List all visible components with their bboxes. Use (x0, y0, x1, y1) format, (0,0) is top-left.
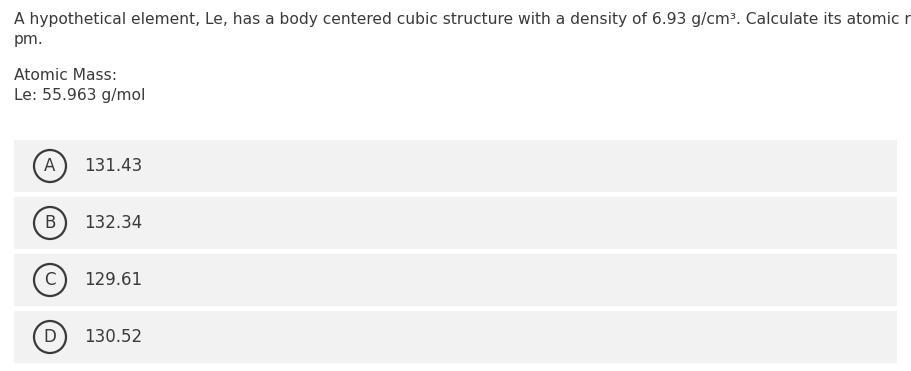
FancyBboxPatch shape (14, 197, 897, 249)
Text: D: D (44, 328, 56, 346)
Text: Le: 55.963 g/mol: Le: 55.963 g/mol (14, 88, 146, 103)
FancyBboxPatch shape (14, 311, 897, 363)
Text: Atomic Mass:: Atomic Mass: (14, 68, 117, 83)
Text: 132.34: 132.34 (84, 214, 142, 232)
FancyBboxPatch shape (14, 140, 897, 192)
Text: 129.61: 129.61 (84, 271, 142, 289)
Text: 131.43: 131.43 (84, 157, 142, 175)
Text: C: C (45, 271, 56, 289)
FancyBboxPatch shape (14, 254, 897, 306)
Text: pm.: pm. (14, 32, 44, 47)
Text: B: B (45, 214, 56, 232)
Text: 130.52: 130.52 (84, 328, 142, 346)
Text: A: A (45, 157, 56, 175)
Text: A hypothetical element, Le, has a body centered cubic structure with a density o: A hypothetical element, Le, has a body c… (14, 12, 911, 27)
